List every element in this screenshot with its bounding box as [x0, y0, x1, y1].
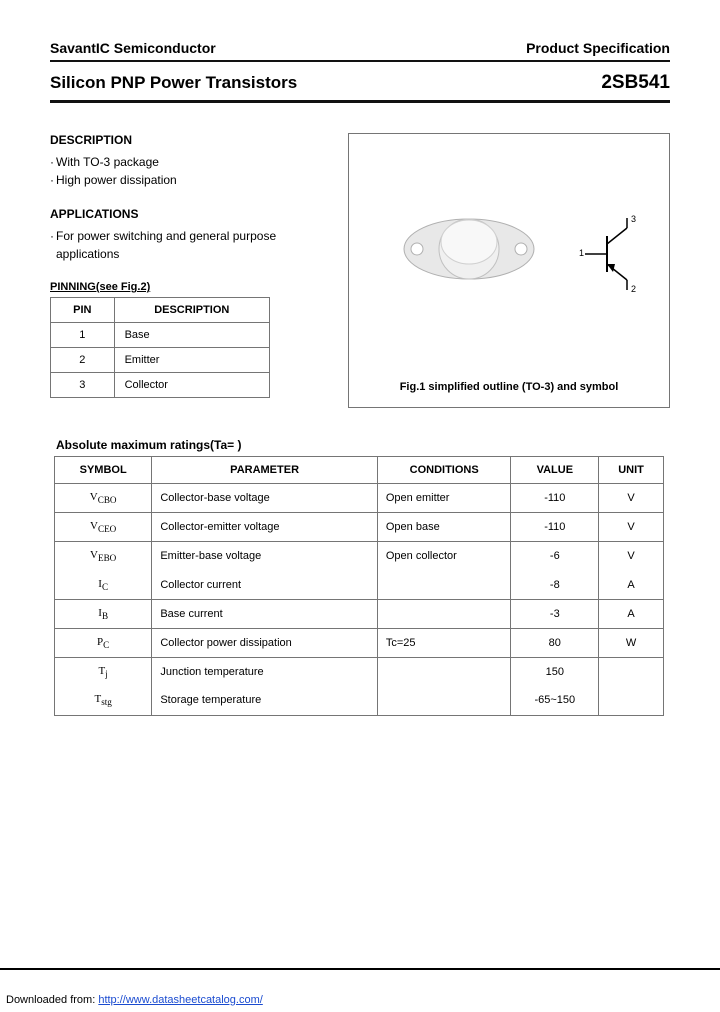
application-item: For power switching and general purpose … [50, 227, 330, 263]
symbol-cell: IB [55, 599, 152, 628]
unit-cell: V [599, 484, 664, 513]
ratings-col-header: VALUE [511, 457, 599, 484]
table-row: VCBOCollector-base voltageOpen emitter-1… [55, 484, 664, 513]
table-row: 1Base [51, 323, 270, 348]
table-row: TstgStorage temperature -65~150 [55, 686, 664, 715]
title-bar: Silicon PNP Power Transistors 2SB541 [50, 62, 670, 103]
applications-list: For power switching and general purpose … [50, 227, 330, 263]
cond-cell [377, 599, 511, 628]
unit-cell [599, 686, 664, 715]
product-line: Silicon PNP Power Transistors [50, 73, 297, 93]
applications-heading: APPLICATIONS [50, 207, 330, 221]
param-cell: Collector-base voltage [152, 484, 378, 513]
symbol-cell: VCBO [55, 484, 152, 513]
cond-cell [377, 658, 511, 687]
pin-desc-cell: Collector [114, 373, 269, 398]
cond-cell: Open collector [377, 542, 511, 571]
unit-cell: A [599, 571, 664, 600]
download-footer: Downloaded from: http://www.datasheetcat… [6, 994, 263, 1006]
table-row: ICCollector current -8A [55, 571, 664, 600]
figure-caption: Fig.1 simplified outline (TO-3) and symb… [349, 381, 669, 393]
pin-desc-cell: Emitter [114, 348, 269, 373]
param-cell: Collector-emitter voltage [152, 513, 378, 542]
pnp-symbol-icon: 1 3 2 [579, 214, 649, 294]
svg-text:2: 2 [631, 284, 636, 294]
table-row: VCEOCollector-emitter voltageOpen base-1… [55, 513, 664, 542]
to3-outline-icon [399, 204, 539, 294]
value-cell: -110 [511, 484, 599, 513]
unit-cell: W [599, 628, 664, 657]
cond-cell: Tc=25 [377, 628, 511, 657]
table-row: TjJunction temperature 150 [55, 658, 664, 687]
pin-cell: 1 [51, 323, 115, 348]
table-row: 2Emitter [51, 348, 270, 373]
unit-cell [599, 658, 664, 687]
cond-cell [377, 686, 511, 715]
table-row: PCCollector power dissipationTc=25 80W [55, 628, 664, 657]
footer-link[interactable]: http://www.datasheetcatalog.com/ [98, 994, 262, 1006]
table-row: 3Collector [51, 373, 270, 398]
pin-desc-cell: Base [114, 323, 269, 348]
description-item: High power dissipation [50, 171, 330, 189]
param-cell: Collector power dissipation [152, 628, 378, 657]
left-column: DESCRIPTION With TO-3 packageHigh power … [50, 133, 330, 408]
spec-label: Product Specification [526, 40, 670, 56]
pinning-heading: PINNING(see Fig.2) [50, 281, 330, 293]
cond-cell: Open base [377, 513, 511, 542]
description-list: With TO-3 packageHigh power dissipation [50, 153, 330, 189]
symbol-cell: Tstg [55, 686, 152, 715]
symbol-cell: VEBO [55, 542, 152, 571]
description-item: With TO-3 package [50, 153, 330, 171]
value-cell: -110 [511, 513, 599, 542]
desc-col-header: DESCRIPTION [114, 298, 269, 323]
ratings-col-header: CONDITIONS [377, 457, 511, 484]
figure-box: 1 3 2 Fig.1 simplified outline (TO-3) an… [348, 133, 670, 408]
unit-cell: V [599, 542, 664, 571]
param-cell: Emitter-base voltage [152, 542, 378, 571]
value-cell: 150 [511, 658, 599, 687]
ratings-heading: Absolute maximum ratings(Ta= ) [56, 438, 670, 452]
param-cell: Base current [152, 599, 378, 628]
page-header: SavantIC Semiconductor Product Specifica… [50, 40, 670, 62]
footer-prefix: Downloaded from: [6, 994, 98, 1006]
table-row: IBBase current -3A [55, 599, 664, 628]
symbol-cell: Tj [55, 658, 152, 687]
part-number: 2SB541 [601, 72, 670, 94]
two-column-region: DESCRIPTION With TO-3 packageHigh power … [50, 133, 670, 408]
datasheet-page: SavantIC Semiconductor Product Specifica… [0, 0, 720, 970]
symbol-cell: IC [55, 571, 152, 600]
symbol-cell: VCEO [55, 513, 152, 542]
pinning-table: PIN DESCRIPTION 1Base2Emitter3Collector [50, 297, 270, 398]
value-cell: -6 [511, 542, 599, 571]
cond-cell: Open emitter [377, 484, 511, 513]
description-heading: DESCRIPTION [50, 133, 330, 147]
ratings-col-header: SYMBOL [55, 457, 152, 484]
pin-cell: 2 [51, 348, 115, 373]
value-cell: -65~150 [511, 686, 599, 715]
pin-col-header: PIN [51, 298, 115, 323]
right-column: 1 3 2 Fig.1 simplified outline (TO-3) an… [348, 133, 670, 408]
ratings-table: SYMBOLPARAMETERCONDITIONSVALUEUNIT VCBOC… [54, 456, 664, 716]
value-cell: -3 [511, 599, 599, 628]
symbol-cell: PC [55, 628, 152, 657]
pin-cell: 3 [51, 373, 115, 398]
unit-cell: V [599, 513, 664, 542]
cond-cell [377, 571, 511, 600]
table-row: VEBOEmitter-base voltageOpen collector-6… [55, 542, 664, 571]
value-cell: 80 [511, 628, 599, 657]
company-name: SavantIC Semiconductor [50, 40, 216, 56]
unit-cell: A [599, 599, 664, 628]
param-cell: Storage temperature [152, 686, 378, 715]
value-cell: -8 [511, 571, 599, 600]
param-cell: Collector current [152, 571, 378, 600]
ratings-col-header: PARAMETER [152, 457, 378, 484]
param-cell: Junction temperature [152, 658, 378, 687]
ratings-col-header: UNIT [599, 457, 664, 484]
svg-text:1: 1 [579, 248, 584, 258]
svg-text:3: 3 [631, 214, 636, 224]
